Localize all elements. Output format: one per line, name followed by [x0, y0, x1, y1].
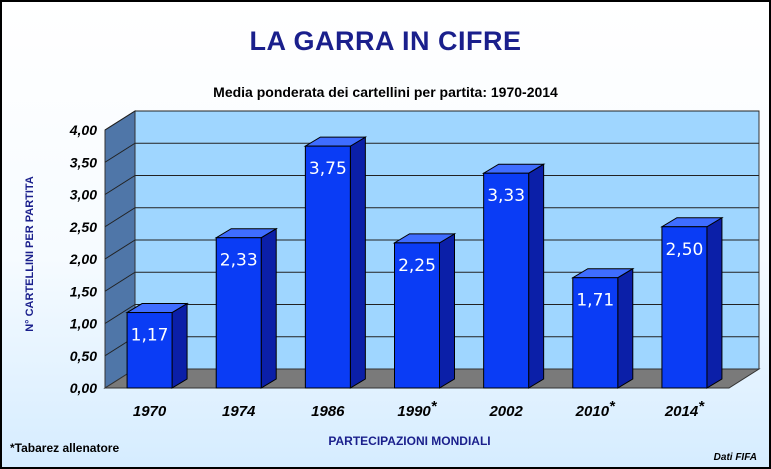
bar: 1,71	[570, 267, 635, 389]
bar-side	[528, 163, 545, 389]
y-tick-label: 4,00	[69, 122, 97, 138]
y-axis-label: N° CARTELLINI PER PARTITA	[24, 176, 36, 332]
grid-line	[104, 175, 136, 195]
y-tick-label: 3,50	[70, 154, 97, 170]
data-label: 2,25	[398, 256, 436, 276]
y-tick-label: 2,00	[69, 251, 97, 267]
bar-front	[304, 145, 351, 389]
y-tick-label: 0,50	[70, 348, 97, 364]
chart-title: LA GARRA IN CIFRE	[249, 26, 522, 56]
x-tick-label: 1990*	[397, 398, 437, 420]
grid-line	[104, 239, 136, 260]
x-tick-label: 2010*	[575, 398, 616, 420]
y-tick-label: 2,50	[69, 219, 97, 235]
data-label: 2,50	[665, 240, 703, 260]
x-tick-label: 2002	[488, 403, 523, 420]
x-tick-labels: 1970 1974 1986 1990* 2002 2010* 2014*	[133, 398, 705, 420]
bar-side	[706, 216, 723, 389]
y-tick-label: 0,00	[70, 380, 97, 396]
data-label: 3,33	[487, 186, 525, 206]
grid-line	[104, 207, 136, 228]
bar: 3,33	[481, 163, 546, 389]
y-tick-label: 3,00	[70, 187, 97, 203]
bar: 2,25	[392, 232, 457, 389]
data-label: 1,17	[131, 326, 169, 346]
bar-front	[572, 277, 619, 389]
bar-front	[394, 242, 440, 389]
y-tick-label: 1,00	[70, 316, 97, 332]
source-note: Dati FIFA	[713, 452, 757, 463]
bar-front	[661, 226, 708, 389]
x-axis-label: PARTECIPAZIONI MONDIALI	[328, 434, 491, 448]
y-tick-labels: 0,00 0,50 1,00 1,50 2,00 2,50 3,00 3,50 4,00	[69, 122, 97, 396]
grid-line	[104, 142, 136, 163]
footnote: *Tabarez allenatore	[10, 441, 120, 455]
bar-front	[483, 172, 530, 389]
x-tick-label: 1974	[222, 403, 256, 420]
bar-front	[126, 312, 173, 389]
x-tick-label: 1986	[311, 403, 345, 420]
y-tick-label: 1,50	[70, 283, 97, 299]
bars: 1,17 2,33 3,75 2,25 3,33 1,71 2,50	[125, 136, 724, 389]
grid-line	[104, 304, 136, 324]
bar: 3,75	[303, 136, 368, 389]
bar-side	[439, 232, 455, 389]
grid-line	[104, 271, 136, 292]
bar: 1,17	[125, 302, 189, 389]
bar: 2,33	[214, 227, 279, 389]
bar-side	[617, 267, 634, 389]
data-label: 1,71	[576, 291, 614, 311]
bar-side	[349, 136, 366, 389]
x-tick-label: 1970	[133, 403, 167, 420]
bar: 2,50	[660, 216, 724, 389]
bar-side	[260, 227, 277, 389]
bar-front	[215, 237, 262, 389]
grid-line	[104, 110, 136, 131]
chart-subtitle: Media ponderata dei cartellini per parti…	[213, 84, 558, 100]
bar-side	[171, 302, 188, 389]
data-label: 3,75	[309, 159, 347, 179]
data-label: 2,33	[220, 251, 258, 271]
x-tick-label: 2014*	[664, 398, 705, 420]
